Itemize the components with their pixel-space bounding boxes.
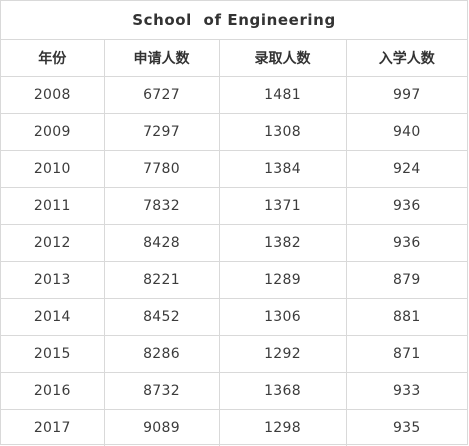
cell-year: 2017 [1,409,105,446]
cell-admitted: 1306 [219,298,347,336]
cell-admitted: 1308 [219,113,347,151]
table-row: 2014 8452 1306 881 [1,298,467,336]
cell-enrolled: 936 [346,224,467,262]
cell-year: 2014 [1,298,105,336]
cell-applicants: 8452 [104,298,220,336]
header-applicants: 申请人数 [104,40,220,77]
cell-enrolled: 871 [346,335,467,373]
data-table: 年份 申请人数 录取人数 入学人数 2008 6727 1481 997 2009 729… [1,40,467,446]
cell-year: 2013 [1,261,105,299]
cell-enrolled: 997 [346,76,467,114]
cell-applicants: 8286 [104,335,220,373]
cell-applicants: 8221 [104,261,220,299]
cell-applicants: 9089 [104,409,220,446]
cell-applicants: 8732 [104,372,220,410]
table-row: 2015 8286 1292 871 [1,335,467,373]
cell-enrolled: 879 [346,261,467,299]
cell-year: 2010 [1,150,105,188]
cell-admitted: 1289 [219,261,347,299]
table-title: School of Engineering [1,1,467,40]
table-row: 2013 8221 1289 879 [1,261,467,299]
cell-applicants: 7297 [104,113,220,151]
cell-admitted: 1481 [219,76,347,114]
cell-year: 2009 [1,113,105,151]
cell-admitted: 1292 [219,335,347,373]
cell-year: 2012 [1,224,105,262]
cell-enrolled: 881 [346,298,467,336]
cell-year: 2015 [1,335,105,373]
cell-applicants: 6727 [104,76,220,114]
cell-enrolled: 933 [346,372,467,410]
table-row: 2008 6727 1481 997 [1,76,467,114]
header-row: 年份 申请人数 录取人数 入学人数 [1,40,467,77]
table-row: 2010 7780 1384 924 [1,150,467,188]
cell-admitted: 1368 [219,372,347,410]
cell-year: 2008 [1,76,105,114]
cell-applicants: 8428 [104,224,220,262]
cell-enrolled: 924 [346,150,467,188]
table-body: 2008 6727 1481 997 2009 7297 1308 940 2010 7780 13… [1,76,467,446]
cell-year: 2011 [1,187,105,225]
table-row: 2017 9089 1298 935 [1,409,467,446]
cell-admitted: 1298 [219,409,347,446]
table-row: 2016 8732 1368 933 [1,372,467,410]
cell-enrolled: 936 [346,187,467,225]
header-enrolled: 入学人数 [346,40,467,77]
cell-admitted: 1384 [219,150,347,188]
cell-applicants: 7780 [104,150,220,188]
cell-enrolled: 940 [346,113,467,151]
header-year: 年份 [1,40,105,77]
table-row: 2009 7297 1308 940 [1,113,467,151]
cell-admitted: 1382 [219,224,347,262]
table-row: 2012 8428 1382 936 [1,224,467,262]
table-row: 2011 7832 1371 936 [1,187,467,225]
header-admitted: 录取人数 [219,40,347,77]
cell-applicants: 7832 [104,187,220,225]
cell-year: 2016 [1,372,105,410]
cell-enrolled: 935 [392,420,421,436]
cell-admitted: 1371 [219,187,347,225]
